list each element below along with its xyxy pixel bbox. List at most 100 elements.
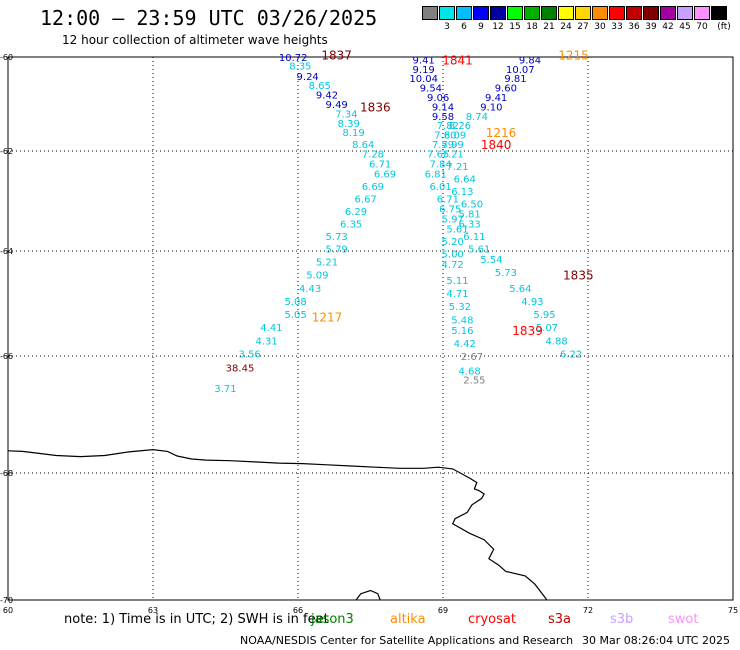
wave-height-value: 6.71 [437, 195, 459, 206]
satellite-legend-altika: altika [390, 612, 426, 627]
scale-tick-label: 30 [594, 22, 606, 32]
wave-height-value: 4.41 [260, 323, 282, 334]
scale-swatch [677, 6, 693, 20]
latitude-tick-label: -66 [0, 352, 13, 361]
coastline [7, 448, 548, 601]
scale-swatch [575, 6, 591, 20]
wave-height-value: 5.16 [451, 326, 473, 337]
wave-height-value: 9.24 [297, 72, 319, 83]
scale-swatch [558, 6, 574, 20]
orbit-number-label: 1837 [321, 49, 352, 63]
scale-tick-label: 15 [509, 22, 521, 32]
scale-swatch [609, 6, 625, 20]
scale-tick-label: 24 [560, 22, 572, 32]
wave-height-value: 5.11 [446, 276, 468, 287]
longitude-tick-label: 69 [438, 606, 448, 615]
wave-height-value: 6.64 [454, 175, 476, 186]
generated-timestamp: 30 Mar 08:26:04 UTC 2025 [582, 634, 730, 647]
latitude-tick-label: -68 [0, 469, 13, 478]
wave-height-value: 4.71 [446, 289, 468, 300]
scale-tick-label: 21 [543, 22, 555, 32]
wave-height-value: 3.71 [214, 384, 236, 395]
wave-height-value: 10.04 [409, 74, 438, 85]
scale-swatch [524, 6, 540, 20]
longitude-tick-label: 63 [148, 606, 158, 615]
wave-height-value: 4.43 [299, 284, 321, 295]
wave-height-value: 8.39 [338, 119, 360, 130]
wave-height-value: 8.35 [289, 61, 311, 72]
wave-height-value: 5.20 [442, 237, 464, 248]
wave-height-value: 9.10 [480, 102, 502, 113]
wave-height-value: 8.65 [309, 81, 331, 92]
wave-height-value: 6.69 [362, 182, 384, 193]
wave-height-value: 5.61 [468, 245, 490, 256]
scale-swatch [694, 6, 710, 20]
scale-tick-label: 6 [461, 22, 467, 32]
scale-tick-label: 9 [478, 22, 484, 32]
units-note: note: 1) Time is in UTC; 2) SWH is in fe… [64, 612, 329, 627]
wave-height-value: 7.28 [362, 150, 384, 161]
wave-height-value: 2.55 [463, 375, 485, 386]
wave-height-value: 7.34 [335, 109, 357, 120]
wave-height-value: 6.13 [451, 187, 473, 198]
wave-height-value: 5.48 [451, 315, 473, 326]
page-subtitle: 12 hour collection of altimeter wave hei… [62, 33, 328, 47]
longitude-tick-label: 75 [728, 606, 738, 615]
scale-tick-label: 39 [645, 22, 657, 32]
latitude-tick-label: -64 [0, 247, 13, 256]
orbit-number-label: 1835 [563, 269, 594, 283]
wave-height-value: 8.74 [466, 112, 488, 123]
scale-tick-label: 33 [611, 22, 623, 32]
wave-height-value: 3.56 [239, 349, 261, 360]
wave-height-value: 6.11 [463, 232, 485, 243]
wave-height-value: 9.19 [413, 65, 435, 76]
scale-tick-label: 70 [696, 22, 708, 32]
wave-height-value: 5.79 [326, 245, 348, 256]
wave-height-value: 6.71 [369, 160, 391, 171]
latitude-tick-label: -60 [0, 53, 13, 62]
wave-height-value: 8.09 [444, 131, 466, 142]
satellite-legend-s3a: s3a [548, 612, 572, 627]
latitude-tick-label: -70 [0, 596, 13, 605]
orbit-number-label: 1836 [360, 100, 391, 114]
wave-height-value: 4.31 [255, 336, 277, 347]
satellite-legend-cryosat: cryosat [468, 612, 516, 627]
wave-height-value: 6.67 [355, 195, 377, 206]
map-frame [7, 56, 734, 601]
wave-height-value: 5.08 [284, 297, 306, 308]
wave-height-value: 7.84 [429, 160, 451, 171]
wave-height-value: 9.54 [420, 84, 442, 95]
wave-height-value: 9.60 [495, 84, 517, 95]
wave-height-value: 5.07 [536, 323, 558, 334]
scale-swatch [439, 6, 455, 20]
scale-swatch [626, 6, 642, 20]
wave-height-value: 4.68 [458, 367, 480, 378]
scale-swatch [592, 6, 608, 20]
scale-swatch [711, 6, 727, 20]
scale-unit-label: (ft) [717, 22, 731, 32]
wave-height-value: 4.88 [545, 336, 567, 347]
wave-height-value: 6.69 [374, 170, 396, 181]
wave-height-value: 9.84 [519, 55, 541, 66]
wave-height-value: 9.41 [413, 55, 435, 66]
wave-height-value: 7.21 [442, 150, 464, 161]
wave-height-value: 5.73 [495, 268, 517, 279]
scale-tick-label: 27 [577, 22, 589, 32]
satellite-legend-jason3: jason3 [311, 612, 354, 627]
scale-swatch [643, 6, 659, 20]
wave-height-value: 5.09 [306, 271, 328, 282]
wave-height-value: 9.49 [326, 100, 348, 111]
wave-height-value: 7.21 [446, 162, 468, 173]
wave-height-value: 8.26 [449, 121, 471, 132]
wave-height-value: 6.29 [345, 207, 367, 218]
scale-swatch [660, 6, 676, 20]
wave-height-value: 5.81 [458, 210, 480, 221]
wave-height-value: 9.06 [427, 93, 449, 104]
scale-tick-label: 18 [526, 22, 538, 32]
wave-height-value: 10.72 [279, 53, 308, 64]
wave-height-value: 5.00 [442, 250, 464, 261]
orbit-number-label: 1216 [486, 126, 517, 140]
scale-swatch [490, 6, 506, 20]
wave-height-value: 9.14 [432, 102, 454, 113]
scale-tick-label: 3 [444, 22, 450, 32]
